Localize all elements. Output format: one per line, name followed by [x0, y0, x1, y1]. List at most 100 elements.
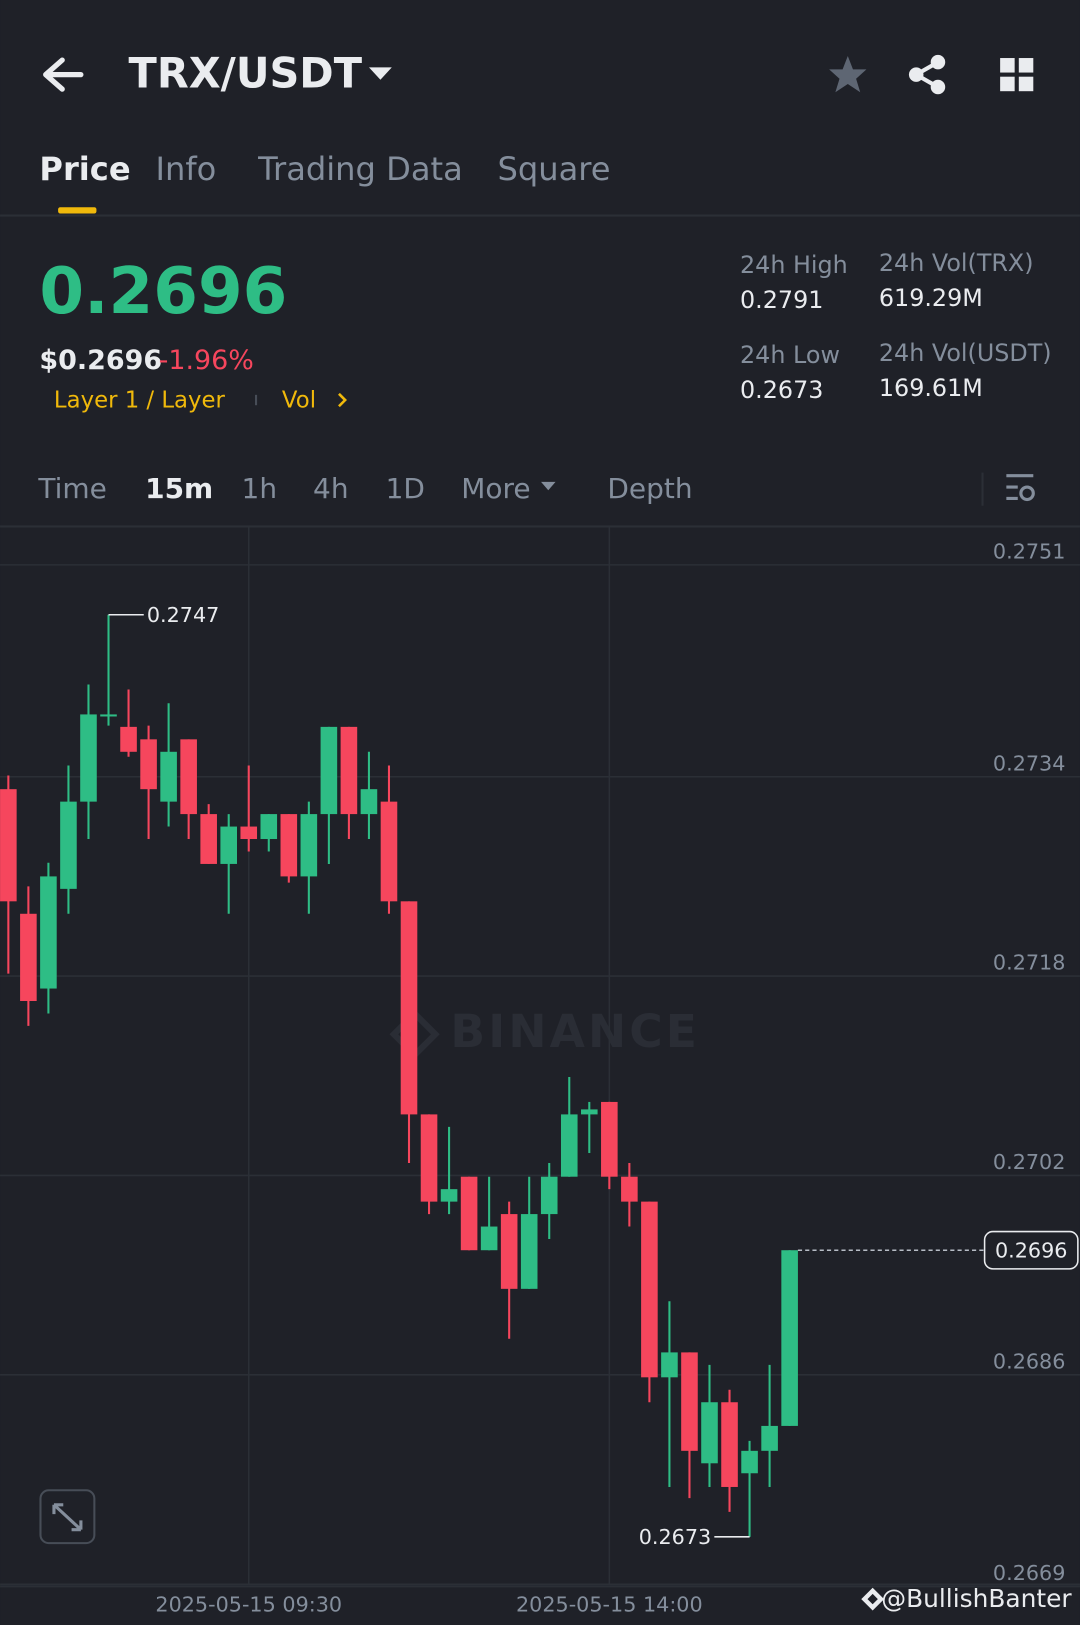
tab[interactable]: Price	[39, 150, 130, 188]
pair-title[interactable]: TRX/USDT	[129, 50, 363, 98]
interval[interactable]: Depth	[607, 472, 692, 505]
candle-body	[440, 1189, 458, 1202]
grid-cell[interactable]	[1018, 58, 1034, 73]
candle-body	[300, 814, 318, 877]
candle-body	[280, 814, 298, 877]
stat-value: 619.29M	[879, 284, 983, 312]
share-button[interactable]	[908, 54, 946, 95]
pair-dropdown[interactable]	[369, 67, 392, 80]
grid-cell[interactable]	[1018, 76, 1034, 92]
watermark: BINANCE	[450, 1005, 700, 1058]
candle-body	[560, 1114, 578, 1177]
x-tick-label: 2025-05-15 09:30	[155, 1592, 342, 1616]
interval[interactable]: Time	[37, 472, 106, 505]
share-lines[interactable]	[912, 60, 939, 89]
candle-body	[160, 751, 177, 802]
candle-body	[140, 739, 157, 790]
y-tick-label: 0.2702	[993, 1150, 1066, 1174]
stat-label: 24h Low	[740, 341, 840, 369]
candle-body	[380, 801, 398, 902]
candle-body	[721, 1402, 738, 1487]
candle-body	[60, 801, 77, 889]
max-label: 0.2747	[147, 603, 220, 627]
candle-body	[420, 1114, 438, 1202]
stat-label: 24h Vol(USDT)	[879, 339, 1052, 367]
candle-body	[741, 1450, 758, 1474]
last-price-box	[983, 1230, 1079, 1270]
candle-body	[240, 826, 258, 840]
candle-body	[260, 814, 278, 840]
candle-body	[781, 1250, 798, 1426]
grid-menu[interactable]	[1000, 58, 1034, 92]
y-tick-label: 0.2718	[993, 951, 1066, 975]
candle-body	[180, 739, 197, 815]
usd-price: $0.2696	[39, 345, 162, 376]
favorite-star[interactable]	[829, 55, 867, 93]
candle-body	[220, 826, 238, 864]
candle-body	[360, 789, 378, 815]
y-tick-label: 0.2734	[993, 751, 1066, 775]
y-tick-label: 0.2686	[993, 1349, 1066, 1373]
last-price-label: 0.2696	[995, 1238, 1068, 1262]
candle-body	[601, 1101, 618, 1177]
tag[interactable]: Layer 1 / Layer	[54, 388, 226, 414]
candle-body	[661, 1352, 678, 1378]
credit-logo	[861, 1587, 885, 1611]
candle-body	[460, 1176, 478, 1251]
tab[interactable]: Trading Data	[257, 150, 463, 188]
candle-body	[701, 1402, 718, 1464]
candle-body	[540, 1176, 558, 1215]
stat-value: 0.2673	[740, 376, 823, 404]
settings-lines[interactable]	[1006, 474, 1034, 501]
candle-body	[681, 1352, 698, 1451]
interval[interactable]: 15m	[145, 472, 213, 505]
chevron[interactable]	[338, 392, 347, 408]
tab[interactable]: Square	[498, 150, 611, 188]
tag[interactable]: Vol	[282, 388, 316, 414]
y-tick-label: 0.2751	[993, 539, 1066, 563]
candle-body	[20, 913, 37, 1002]
stat-label: 24h Vol(TRX)	[879, 249, 1034, 277]
interval[interactable]: 4h	[313, 472, 349, 505]
candle-body	[0, 789, 17, 902]
grid-cell[interactable]	[1000, 76, 1015, 92]
interval[interactable]: 1D	[386, 472, 425, 505]
interval[interactable]: More	[461, 472, 530, 505]
candle-body	[500, 1214, 518, 1289]
candle-body	[520, 1214, 538, 1289]
price-change: -1.96%	[159, 345, 254, 376]
candlestick-chart: BINANCE 0.2751 0.2734 0.2718 0.2702 0.2686 0.2…	[0, 526, 1080, 1616]
candle-body	[200, 814, 217, 864]
candle-body	[120, 726, 137, 752]
interval[interactable]: 1h	[242, 472, 278, 505]
y-tick-label: 0.2669	[993, 1561, 1066, 1585]
more-caret[interactable]	[541, 481, 556, 491]
expand-icon[interactable]	[52, 1503, 83, 1532]
tab[interactable]: Info	[156, 150, 217, 188]
candle-body	[581, 1109, 598, 1115]
candle-body	[340, 726, 358, 815]
candle-body	[480, 1226, 498, 1251]
back-button[interactable]	[43, 57, 84, 92]
candle-body	[621, 1176, 638, 1202]
min-label: 0.2673	[639, 1525, 712, 1549]
last-price: 0.2696	[39, 254, 287, 329]
candle-body	[100, 714, 117, 717]
candle-body	[400, 901, 418, 1115]
stat-value: 169.61M	[879, 374, 983, 402]
candle-body	[320, 726, 338, 815]
back-arrow[interactable]	[43, 57, 84, 92]
candle-body	[761, 1425, 778, 1451]
expand-button[interactable]	[39, 1489, 96, 1545]
candle-body	[80, 714, 97, 802]
grid-cell[interactable]	[1000, 58, 1015, 73]
stat-label: 24h High	[740, 251, 848, 279]
candle-body	[641, 1201, 658, 1378]
settings-gear[interactable]	[1019, 485, 1035, 502]
stat-value: 0.2791	[740, 286, 823, 314]
credit: @BullishBanter	[881, 1584, 1072, 1613]
x-tick-label: 2025-05-15 14:00	[516, 1592, 703, 1616]
chart-settings[interactable]	[1006, 474, 1035, 502]
